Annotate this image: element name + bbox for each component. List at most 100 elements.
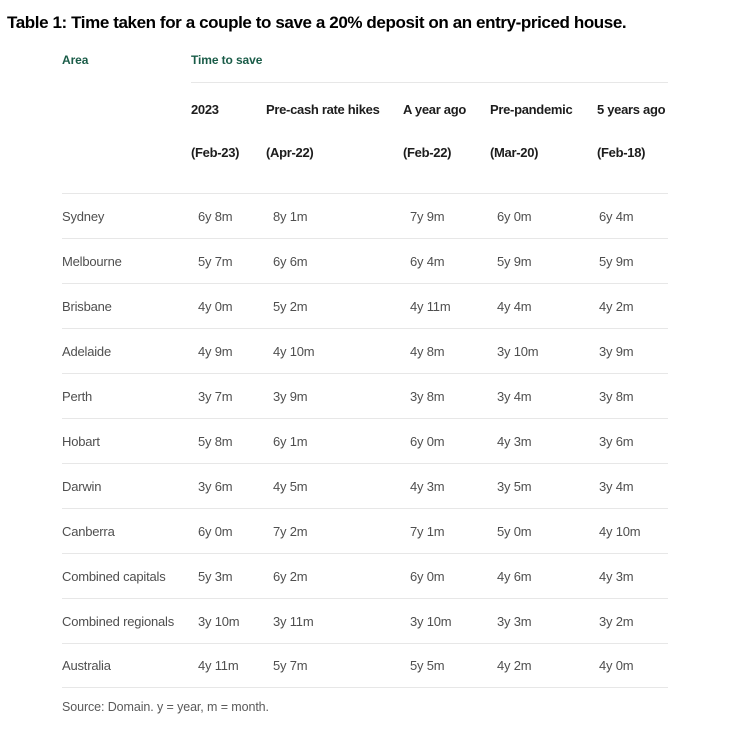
value-cell: 4y 8m — [410, 343, 445, 359]
value-cell: 5y 2m — [273, 298, 308, 314]
value-cell: 6y 4m — [599, 208, 634, 224]
value-cell: 4y 10m — [273, 343, 315, 359]
value-cell: 3y 6m — [599, 433, 634, 449]
area-cell: Australia — [62, 658, 111, 673]
value-cell: 7y 1m — [410, 523, 445, 539]
table-row: Perth 3y 7m 3y 9m 3y 8m 3y 4m 3y 8m — [62, 373, 668, 418]
deposit-savings-table: Area Time to save 2023 (Feb-23) Pre-cash r… — [62, 33, 668, 714]
time-to-save-group-header: Time to save — [191, 53, 668, 83]
column-header-row: 2023 (Feb-23) Pre-cash rate hikes (Apr-22) A… — [62, 83, 668, 193]
value-cell: 3y 10m — [497, 343, 539, 359]
value-cell: 4y 2m — [497, 658, 532, 673]
value-cell: 3y 10m — [410, 613, 452, 629]
value-cell: 5y 0m — [497, 523, 532, 539]
area-cell: Hobart — [62, 433, 100, 449]
value-cell: 5y 7m — [273, 658, 308, 673]
area-cell: Combined regionals — [62, 613, 175, 629]
area-cell: Combined capitals — [62, 568, 166, 584]
table-row: Brisbane 4y 0m 5y 2m 4y 11m 4y 4m 4y 2m — [62, 283, 668, 328]
value-cell: 7y 2m — [273, 523, 308, 539]
value-cell: 6y 6m — [273, 253, 308, 269]
value-cell: 5y 9m — [599, 253, 634, 269]
value-cell: 3y 5m — [497, 478, 532, 494]
value-cell: 6y 0m — [198, 523, 233, 539]
area-cell: Canberra — [62, 523, 115, 539]
table-row: Combined capitals 5y 3m 6y 2m 6y 0m 4y 6m 4y … — [62, 553, 668, 598]
value-cell: 6y 1m — [273, 433, 308, 449]
value-cell: 5y 7m — [198, 253, 233, 269]
value-cell: 5y 3m — [198, 568, 233, 584]
table-row: Combined regionals 3y 10m 3y 11m 3y 10m 3y 3… — [62, 598, 668, 643]
value-cell: 4y 2m — [599, 298, 634, 314]
value-cell: 4y 11m — [198, 658, 239, 673]
period-sublabel: (Apr-22) — [266, 145, 314, 160]
value-cell: 5y 9m — [497, 253, 532, 269]
value-cell: 6y 8m — [198, 208, 233, 224]
value-cell: 6y 0m — [410, 433, 445, 449]
table-row: Darwin 3y 6m 4y 5m 4y 3m 3y 5m 3y 4m — [62, 463, 668, 508]
value-cell: 4y 0m — [198, 298, 233, 314]
period-sublabel: (Mar-20) — [490, 145, 539, 160]
area-column-group-header: Area — [62, 53, 89, 67]
table-row: Sydney 6y 8m 8y 1m 7y 9m 6y 0m 6y 4m — [62, 193, 668, 238]
value-cell: 4y 11m — [410, 298, 451, 314]
period-column-header: A year ago (Feb-22) — [403, 103, 490, 160]
value-cell: 5y 5m — [410, 658, 445, 673]
value-cell: 4y 3m — [497, 433, 532, 449]
area-cell: Brisbane — [62, 298, 112, 314]
value-cell: 5y 8m — [198, 433, 233, 449]
value-cell: 4y 3m — [410, 478, 445, 494]
table-title: Table 1: Time taken for a couple to save… — [7, 13, 627, 32]
value-cell: 4y 4m — [497, 298, 532, 314]
period-label: Pre-cash rate hikes — [266, 102, 380, 117]
area-cell: Melbourne — [62, 253, 122, 269]
value-cell: 4y 0m — [599, 658, 634, 673]
value-cell: 6y 4m — [410, 253, 445, 269]
period-label: 5 years ago — [597, 102, 666, 117]
area-cell: Darwin — [62, 478, 102, 494]
source-note: Source: Domain. y = year, m = month. — [62, 700, 269, 714]
value-cell: 6y 0m — [497, 208, 532, 224]
table-figure: Table 1: Time taken for a couple to save… — [0, 13, 734, 735]
value-cell: 3y 4m — [599, 478, 634, 494]
period-sublabel: (Feb-18) — [597, 145, 646, 160]
period-label: A year ago — [403, 102, 466, 117]
table-body: Sydney 6y 8m 8y 1m 7y 9m 6y 0m 6y 4m Melbourne… — [62, 193, 668, 688]
value-cell: 3y 9m — [599, 343, 634, 359]
value-cell: 8y 1m — [273, 208, 308, 224]
value-cell: 4y 6m — [497, 568, 532, 584]
value-cell: 3y 3m — [497, 613, 532, 629]
value-cell: 4y 9m — [198, 343, 233, 359]
value-cell: 3y 8m — [599, 388, 634, 404]
period-sublabel: (Feb-23) — [191, 145, 240, 160]
group-header-row: Area Time to save — [62, 33, 668, 83]
period-label: Pre-pandemic — [490, 102, 573, 117]
table-row: Canberra 6y 0m 7y 2m 7y 1m 5y 0m 4y 10m — [62, 508, 668, 553]
table-row: Adelaide 4y 9m 4y 10m 4y 8m 3y 10m 3y 9m — [62, 328, 668, 373]
period-label: 2023 — [191, 102, 219, 117]
value-cell: 3y 6m — [198, 478, 233, 494]
value-cell: 4y 3m — [599, 568, 634, 584]
period-column-header: 5 years ago (Feb-18) — [597, 103, 668, 160]
period-column-header: 2023 (Feb-23) — [191, 103, 266, 160]
value-cell: 3y 7m — [198, 388, 233, 404]
value-cell: 4y 5m — [273, 478, 308, 494]
value-cell: 4y 10m — [599, 523, 641, 539]
value-cell: 3y 8m — [410, 388, 445, 404]
area-cell: Sydney — [62, 208, 105, 224]
column-header-spacer — [62, 103, 191, 160]
value-cell: 6y 2m — [273, 568, 308, 584]
value-cell: 3y 9m — [273, 388, 308, 404]
value-cell: 3y 10m — [198, 613, 240, 629]
area-cell: Adelaide — [62, 343, 111, 359]
period-sublabel: (Feb-22) — [403, 145, 452, 160]
period-column-header: Pre-pandemic (Mar-20) — [490, 103, 597, 160]
value-cell: 7y 9m — [410, 208, 445, 224]
table-row: Melbourne 5y 7m 6y 6m 6y 4m 5y 9m 5y 9m — [62, 238, 668, 283]
table-row: Australia 4y 11m 5y 7m 5y 5m 4y 2m 4y 0m — [62, 643, 668, 688]
value-cell: 3y 11m — [273, 613, 314, 629]
period-column-header: Pre-cash rate hikes (Apr-22) — [266, 103, 403, 160]
value-cell: 3y 2m — [599, 613, 634, 629]
area-cell: Perth — [62, 388, 93, 404]
table-row: Hobart 5y 8m 6y 1m 6y 0m 4y 3m 3y 6m — [62, 418, 668, 463]
